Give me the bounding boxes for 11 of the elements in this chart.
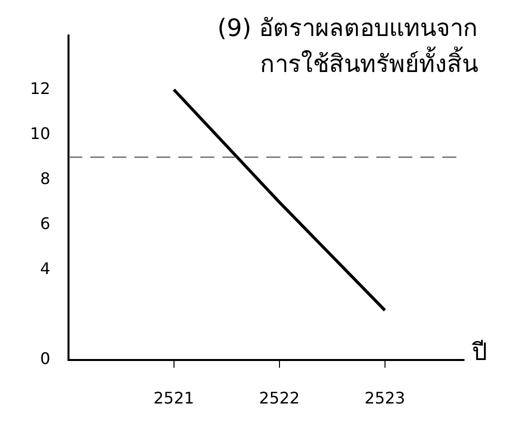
x-tick-label: 2521: [154, 388, 194, 408]
x-tick-label: 2523: [364, 388, 406, 408]
y-tick-label: 10: [30, 124, 50, 143]
x-axis-title: ปี: [471, 338, 487, 366]
y-tick-label: 0: [40, 348, 50, 368]
y-tick-label: 12: [30, 78, 50, 98]
y-tick-label: 8: [40, 168, 50, 188]
x-tick-label: 2522: [259, 388, 300, 408]
chart-title: (9) อัตราผลตอบแทนจาก การใช้สินทรัพย์ทั้งสิ้น: [217, 13, 478, 80]
y-tick-label: 4: [40, 258, 50, 278]
y-tick-label: 6: [40, 214, 50, 233]
